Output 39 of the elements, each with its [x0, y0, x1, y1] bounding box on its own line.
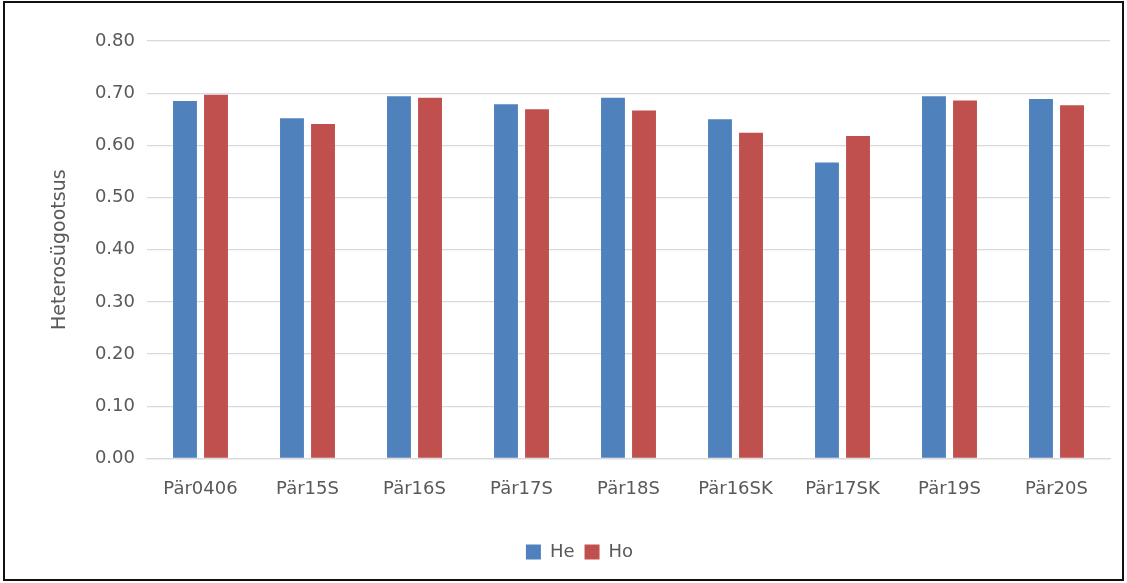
y-axis-title: Heterosügootsus: [47, 169, 70, 331]
x-tick-label: Pär16S: [383, 476, 446, 498]
bar: [922, 96, 946, 458]
y-tick-label: 0.50: [94, 185, 135, 207]
bar: [815, 162, 839, 458]
bar: [387, 96, 411, 458]
y-tick-label: 0.00: [94, 446, 135, 468]
y-tick-label: 0.30: [94, 289, 135, 311]
bar: [1060, 105, 1084, 458]
y-tick-label: 0.80: [94, 28, 135, 50]
bar: [494, 104, 518, 458]
bar: [280, 118, 304, 458]
bar: [601, 97, 625, 458]
x-tick-label: Pär20S: [1025, 476, 1088, 498]
legend-label: He: [549, 539, 575, 561]
y-tick-label: 0.60: [94, 133, 135, 155]
legend-label: Ho: [608, 539, 634, 561]
bar: [953, 100, 977, 458]
x-tick-label: Pär17S: [490, 476, 553, 498]
x-tick-label: Pär17SK: [805, 476, 881, 498]
bar: [311, 123, 335, 458]
y-tick-label: 0.70: [94, 80, 135, 102]
bar: [1029, 98, 1053, 458]
x-tick-label: Pär16SK: [698, 476, 774, 498]
bar: [739, 132, 763, 458]
bar: [173, 101, 197, 458]
bar: [632, 110, 656, 458]
x-tick-label: Pär18S: [597, 476, 660, 498]
x-tick-label: Pär0406: [163, 476, 238, 498]
y-tick-label: 0.10: [94, 393, 135, 415]
bar: [204, 94, 228, 458]
x-tick-label: Pär19S: [918, 476, 981, 498]
x-tick-label: Pär15S: [276, 476, 339, 498]
y-tick-label: 0.40: [94, 237, 135, 259]
bar: [708, 119, 732, 458]
bar: [525, 109, 549, 458]
y-tick-label: 0.20: [94, 341, 135, 363]
bar: [846, 135, 870, 458]
bar: [418, 97, 442, 458]
